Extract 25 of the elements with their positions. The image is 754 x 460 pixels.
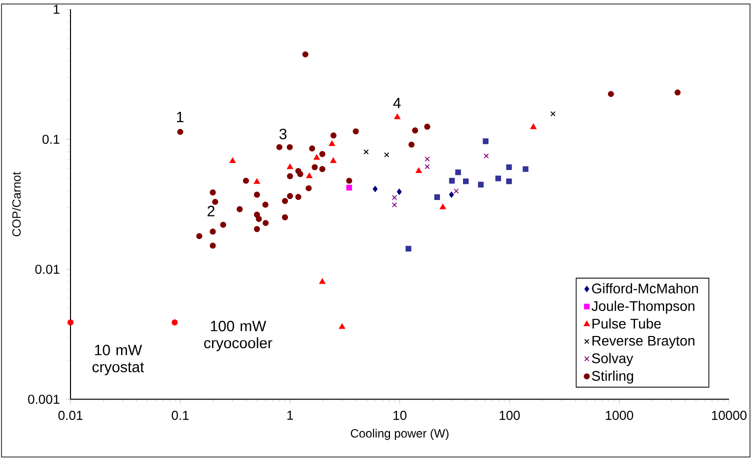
annotation: 2 — [208, 206, 214, 216]
y-tick-label: 0.001 — [28, 394, 60, 404]
x-axis-title: Cooling power (W) — [350, 428, 448, 440]
x-tick-label: 1000 — [606, 410, 634, 420]
x-tick-label: 0.01 — [58, 410, 82, 420]
y-tick-label: 0.1 — [42, 134, 60, 144]
y-tick-label: 1 — [54, 4, 60, 14]
legend-label: Reverse Brayton — [592, 336, 694, 348]
annotation: 3 — [279, 128, 287, 140]
legend-label: Joule-Thompson — [592, 300, 694, 314]
legend-label: Gifford-McMahon — [592, 283, 698, 294]
legend-label: Solvay — [592, 353, 634, 366]
x-tick-label: 1 — [287, 410, 293, 420]
legend-label: Pulse Tube — [592, 318, 661, 329]
legend-label: Stirling — [592, 370, 634, 384]
x-tick-label: 100 — [500, 410, 520, 420]
y-tick-label: 0.01 — [35, 264, 60, 274]
x-tick-label: 10 — [394, 410, 406, 420]
annotation: 10 mW cryostat — [92, 344, 144, 376]
x-tick-label: 0.1 — [172, 410, 189, 420]
annotation: 100 mW cryocooler — [204, 320, 272, 352]
annotation: 1 — [176, 112, 184, 122]
y-axis-title: COP/Carnot — [12, 172, 21, 236]
x-tick-label: 10000 — [712, 410, 747, 420]
annotation: 4 — [393, 98, 401, 108]
